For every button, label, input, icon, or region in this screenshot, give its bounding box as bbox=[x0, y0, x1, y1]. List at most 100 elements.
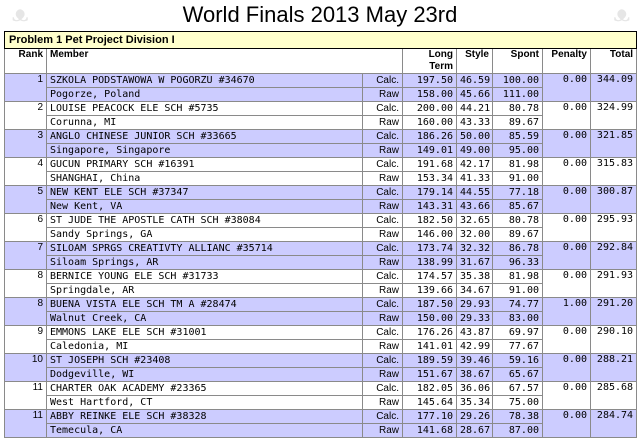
style-raw: 42.99 bbox=[456, 339, 493, 354]
penalty-cell: 0.00 bbox=[542, 213, 591, 242]
table-row-raw: West Hartford, CT Raw 145.64 35.34 75.00 bbox=[5, 395, 637, 410]
col-total: Total bbox=[589, 48, 638, 74]
score-type-raw: Raw bbox=[362, 423, 403, 438]
total-cell: 290.10 bbox=[589, 325, 638, 354]
table-row: 10 ST JOSEPH SCH #23408 Calc. 189.59 39.46 59… bbox=[4, 353, 638, 382]
score-type-raw: Raw bbox=[362, 143, 403, 158]
spont-calc: 85.59 bbox=[492, 129, 543, 144]
table-row-raw: Springdale, AR Raw 139.66 34.67 91.00 bbox=[5, 283, 637, 298]
style-calc: 43.87 bbox=[456, 325, 493, 340]
member-name: SILOAM SPRGS CREATIVTY ALLIANC #35714 bbox=[46, 241, 363, 256]
long-term-raw: 141.68 bbox=[402, 423, 457, 438]
long-term-calc: 182.50 bbox=[402, 213, 457, 228]
member-name: LOUISE PEACOCK ELE SCH #5735 bbox=[46, 101, 363, 116]
long-term-calc: 177.10 bbox=[402, 409, 457, 424]
member-location: Corunna, MI bbox=[46, 115, 363, 130]
rank-cell: 7 bbox=[4, 241, 47, 270]
table-row-raw: Pogorze, Poland Raw 158.00 45.66 111.00 bbox=[5, 87, 637, 102]
spont-calc: 81.98 bbox=[492, 157, 543, 172]
style-calc: 50.00 bbox=[456, 129, 493, 144]
spont-raw: 65.67 bbox=[492, 367, 543, 382]
spont-raw: 85.67 bbox=[492, 199, 543, 214]
col-style: Style bbox=[456, 48, 493, 74]
table-row: 11 ABBY REINKE ELE SCH #38328 Calc. 177.10 2… bbox=[4, 409, 638, 438]
rank-cell: 1 bbox=[4, 73, 47, 102]
penalty-cell: 0.00 bbox=[542, 129, 591, 158]
member-location: Walnut Creek, CA bbox=[46, 311, 363, 326]
spont-raw: 89.67 bbox=[492, 115, 543, 130]
member-location: Singapore, Singapore bbox=[46, 143, 363, 158]
col-rank: Rank bbox=[4, 48, 47, 74]
total-cell: 288.21 bbox=[589, 353, 638, 382]
spont-raw: 111.00 bbox=[492, 87, 543, 102]
score-type-calc: Calc. bbox=[362, 381, 403, 396]
spont-raw: 75.00 bbox=[492, 395, 543, 410]
style-raw: 41.33 bbox=[456, 171, 493, 186]
rank-cell: 9 bbox=[4, 325, 47, 354]
style-calc: 44.21 bbox=[456, 101, 493, 116]
long-term-calc: 197.50 bbox=[402, 73, 457, 88]
member-name: ST JOSEPH SCH #23408 bbox=[46, 353, 363, 368]
spont-calc: 81.98 bbox=[492, 269, 543, 284]
style-raw: 32.00 bbox=[456, 227, 493, 242]
score-type-calc: Calc. bbox=[362, 353, 403, 368]
table-row: 7 SILOAM SPRGS CREATIVTY ALLIANC #35714 Ca… bbox=[4, 241, 638, 270]
style-calc: 39.46 bbox=[456, 353, 493, 368]
score-type-calc: Calc. bbox=[362, 269, 403, 284]
problem-title: Problem 1 Pet Project Division I bbox=[3, 31, 638, 49]
style-raw: 31.67 bbox=[456, 255, 493, 270]
total-cell: 344.09 bbox=[589, 73, 638, 102]
penalty-cell: 0.00 bbox=[542, 185, 591, 214]
total-cell: 300.87 bbox=[589, 185, 638, 214]
table-row-raw: Caledonia, MI Raw 141.01 42.99 77.67 bbox=[5, 339, 637, 354]
long-term-raw: 160.00 bbox=[402, 115, 457, 130]
penalty-cell: 0.00 bbox=[542, 157, 591, 186]
col-member: Member bbox=[46, 48, 403, 74]
penalty-cell: 0.00 bbox=[542, 353, 591, 382]
table-row: 9 EMMONS LAKE ELE SCH #31001 Calc. 176.26 43… bbox=[4, 325, 638, 354]
table-row-raw: New Kent, VA Raw 143.31 43.66 85.67 bbox=[5, 199, 637, 214]
long-term-raw: 145.64 bbox=[402, 395, 457, 410]
table-row: 5 NEW KENT ELE SCH #37347 Calc. 179.14 44.55… bbox=[4, 185, 638, 214]
long-term-raw: 146.00 bbox=[402, 227, 457, 242]
member-name: ANGLO CHINESE JUNIOR SCH #33665 bbox=[46, 129, 363, 144]
style-raw: 49.00 bbox=[456, 143, 493, 158]
style-raw: 45.66 bbox=[456, 87, 493, 102]
results-table: Problem 1 Pet Project Division I Rank Me… bbox=[3, 31, 638, 438]
long-term-calc: 182.05 bbox=[402, 381, 457, 396]
score-type-calc: Calc. bbox=[362, 73, 403, 88]
problem-header-row: Problem 1 Pet Project Division I bbox=[3, 31, 638, 49]
total-cell: 285.68 bbox=[589, 381, 638, 410]
rank-cell: 8 bbox=[4, 297, 47, 326]
rank-cell: 6 bbox=[4, 213, 47, 242]
rank-cell: 5 bbox=[4, 185, 47, 214]
spont-raw: 89.67 bbox=[492, 227, 543, 242]
member-name: SZKOLA PODSTAWOWA W POGORZU #34670 bbox=[46, 73, 363, 88]
rank-cell: 2 bbox=[4, 101, 47, 130]
score-type-raw: Raw bbox=[362, 283, 403, 298]
score-type-calc: Calc. bbox=[362, 129, 403, 144]
style-raw: 34.67 bbox=[456, 283, 493, 298]
style-calc: 29.93 bbox=[456, 297, 493, 312]
spont-raw: 91.00 bbox=[492, 283, 543, 298]
long-term-calc: 176.26 bbox=[402, 325, 457, 340]
table-row: 2 LOUISE PEACOCK ELE SCH #5735 Calc. 200.00… bbox=[4, 101, 638, 130]
score-type-calc: Calc. bbox=[362, 157, 403, 172]
results-body: 1 SZKOLA PODSTAWOWA W POGORZU #34670 Calc.… bbox=[4, 73, 638, 438]
score-type-calc: Calc. bbox=[362, 409, 403, 424]
long-term-raw: 150.00 bbox=[402, 311, 457, 326]
spont-calc: 100.00 bbox=[492, 73, 543, 88]
spont-raw: 77.67 bbox=[492, 339, 543, 354]
style-calc: 29.26 bbox=[456, 409, 493, 424]
score-type-raw: Raw bbox=[362, 367, 403, 382]
member-name: GUCUN PRIMARY SCH #16391 bbox=[46, 157, 363, 172]
long-term-calc: 179.14 bbox=[402, 185, 457, 200]
col-spont: Spont bbox=[492, 48, 543, 74]
score-type-raw: Raw bbox=[362, 199, 403, 214]
table-row: 4 GUCUN PRIMARY SCH #16391 Calc. 191.68 42.1… bbox=[4, 157, 638, 186]
spont-raw: 83.00 bbox=[492, 311, 543, 326]
long-term-calc: 186.26 bbox=[402, 129, 457, 144]
table-row-raw: Singapore, Singapore Raw 149.01 49.00 95.00 bbox=[5, 143, 637, 158]
spont-raw: 87.00 bbox=[492, 423, 543, 438]
long-term-raw: 149.01 bbox=[402, 143, 457, 158]
